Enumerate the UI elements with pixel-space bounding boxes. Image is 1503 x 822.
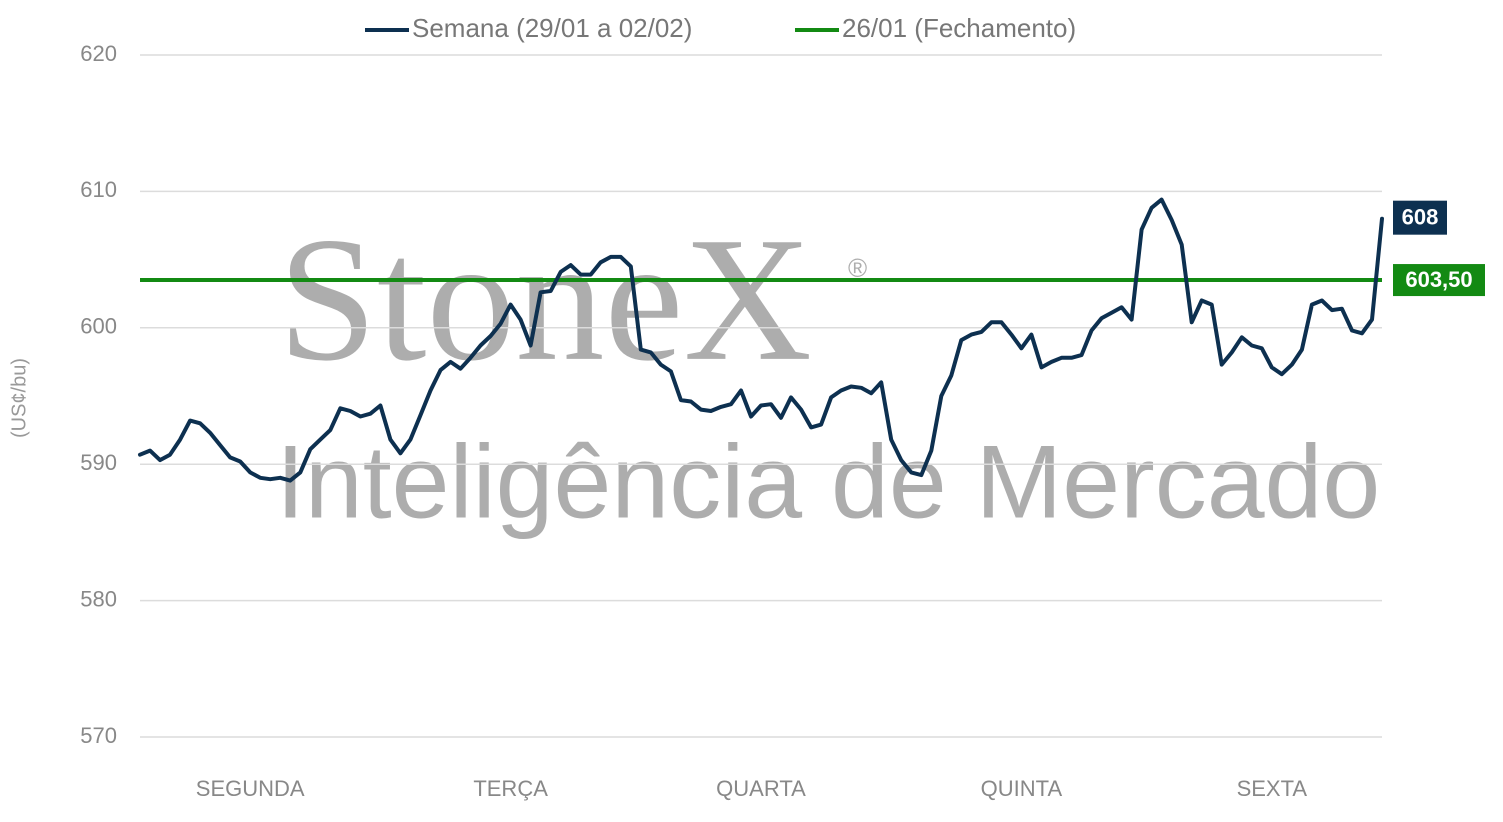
- reference-label: 603,50: [1405, 267, 1472, 292]
- y-axis-label: (US¢/bu): [8, 358, 30, 438]
- x-tick-label: QUINTA: [981, 776, 1063, 801]
- x-tick-label: QUARTA: [716, 776, 806, 801]
- y-tick-label: 580: [80, 586, 117, 611]
- last-value-label: 608: [1402, 204, 1439, 229]
- y-tick-label: 610: [80, 177, 117, 202]
- watermark-brand: StoneX: [278, 200, 812, 398]
- y-tick-label: 590: [80, 450, 117, 475]
- legend-label: 26/01 (Fechamento): [842, 13, 1076, 43]
- x-tick-label: TERÇA: [473, 776, 548, 801]
- legend-label: Semana (29/01 a 02/02): [412, 13, 692, 43]
- reference-label-box: [1393, 264, 1485, 297]
- watermark-tagline: Inteligência de Mercado: [276, 424, 1380, 540]
- y-tick-label: 620: [80, 41, 117, 66]
- x-tick-label: SEXTA: [1237, 776, 1308, 801]
- watermark: StoneX ® Inteligência de Mercado: [276, 200, 1380, 541]
- watermark-mark: ®: [848, 253, 867, 283]
- x-tick-label: SEGUNDA: [196, 776, 305, 801]
- series-line: [138, 197, 1384, 483]
- y-tick-label: 570: [80, 723, 117, 748]
- last-value-box: [1393, 200, 1447, 235]
- y-tick-label: 600: [80, 314, 117, 339]
